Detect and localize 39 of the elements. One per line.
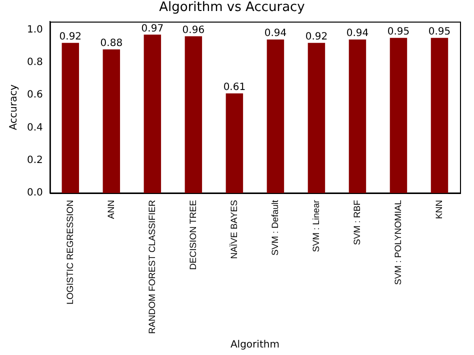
x-tick-label: KNN bbox=[434, 200, 444, 219]
x-tick-label: SVM : Linear bbox=[310, 200, 321, 252]
y-tick-label: 0.2 bbox=[26, 154, 43, 166]
x-tick-label: ANN bbox=[106, 200, 116, 219]
x-axis-title: Algorithm bbox=[230, 340, 280, 351]
bar bbox=[348, 40, 366, 193]
y-tick-label: 0.8 bbox=[26, 57, 43, 68]
bar bbox=[226, 93, 244, 193]
data-label: 0.97 bbox=[141, 23, 164, 34]
x-tick-label: SVM : RBF bbox=[352, 199, 362, 245]
data-label: 0.95 bbox=[428, 26, 451, 38]
y-tick-label: 1.0 bbox=[26, 24, 43, 36]
chart-title: Algorithm vs Accuracy bbox=[159, 0, 306, 16]
bar bbox=[144, 34, 162, 193]
y-tick-label: 0.0 bbox=[26, 188, 43, 199]
data-label: 0.95 bbox=[387, 26, 410, 38]
x-tick-label: RANDOM FOREST CLASSIFIER bbox=[146, 199, 157, 334]
x-tick-label: LOGISTIC REGRESSION bbox=[64, 200, 75, 305]
data-label: 0.94 bbox=[264, 28, 287, 40]
x-tick-label: DECISION TREE bbox=[188, 200, 198, 270]
y-axis-title: Accuracy bbox=[8, 84, 20, 130]
data-label: 0.92 bbox=[305, 31, 328, 42]
data-label: 0.92 bbox=[59, 31, 82, 42]
bar bbox=[102, 49, 120, 193]
x-tick-label: NAÏVE BAYES bbox=[228, 200, 239, 259]
bar bbox=[184, 36, 202, 193]
bar bbox=[390, 38, 408, 193]
y-tick-label: 0.4 bbox=[26, 122, 43, 134]
data-label: 0.88 bbox=[100, 38, 123, 49]
x-tick-label: SVM : POLYNOMIAL bbox=[392, 200, 403, 285]
bar bbox=[308, 42, 326, 193]
bar bbox=[430, 38, 448, 193]
bar bbox=[62, 42, 80, 193]
x-tick-label: SVM : Default bbox=[270, 199, 280, 256]
bar bbox=[266, 40, 284, 193]
data-label: 0.94 bbox=[346, 28, 369, 40]
y-tick-label: 0.6 bbox=[26, 90, 43, 101]
data-label: 0.61 bbox=[223, 82, 246, 94]
data-label: 0.96 bbox=[182, 24, 205, 36]
